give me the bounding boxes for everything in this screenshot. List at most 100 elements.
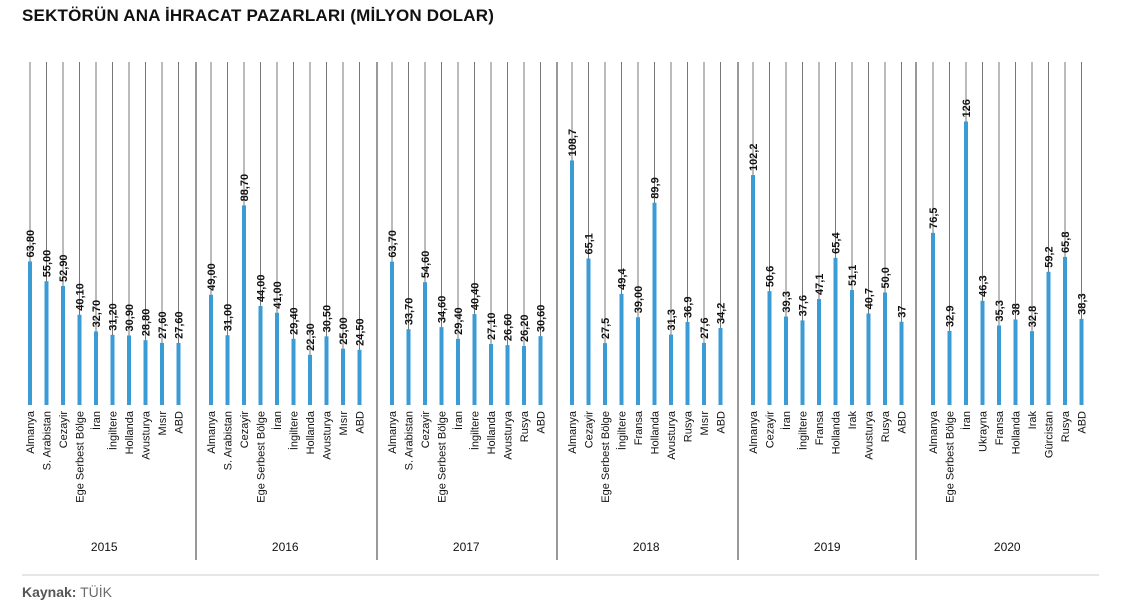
value-label-2018-ege-serbest-bolge: 27,5 [600, 318, 612, 339]
value-label-2015-hollanda: 30,90 [124, 304, 136, 332]
value-label-2017-ege-serbest-bolge: 34,60 [437, 296, 449, 324]
value-label-2016-avusturya: 30,50 [322, 305, 334, 333]
value-label-2019-avusturya: 40,7 [864, 288, 876, 309]
category-label-2019-hollanda: Hollanda [831, 410, 843, 454]
bar-2019-ingiltere [800, 320, 805, 405]
category-label-2017-iran: İran [452, 411, 465, 430]
bar-2019-irak [850, 290, 854, 405]
bar-2019-rusya [883, 292, 887, 405]
value-label-2020-hollanda: 38 [1011, 303, 1023, 315]
bar-2017-cezayir [423, 282, 427, 405]
category-label-2015-avusturya: Avusturya [141, 410, 153, 460]
bar-2015-abd [176, 342, 181, 405]
category-label-2018-cezayir: Cezayir [584, 411, 596, 449]
category-label-2016-almanya: Almanya [206, 410, 218, 454]
year-label-2018: 2018 [633, 540, 660, 554]
category-label-2017-almanya: Almanya [387, 410, 399, 454]
category-label-2018-abd: ABD [716, 411, 728, 434]
bar-2017-rusya [522, 346, 526, 405]
bar-2018-m-s-r [702, 342, 706, 405]
chart-title: SEKTÖRÜN ANA İHRACAT PAZARLARI (MİLYON D… [22, 6, 495, 25]
bar-2015-s-arabistan [44, 281, 49, 405]
value-label-2019-cezayir: 50,6 [765, 266, 777, 287]
bar-2016-ege-serbest-bolge [258, 306, 263, 405]
bar-2018-ingiltere [619, 293, 624, 405]
bar-2020-irak [1030, 331, 1034, 405]
bar-2017-s-arabistan [406, 329, 411, 405]
bar-2015-cezayir [61, 285, 65, 405]
category-label-2020-iran: İran [960, 411, 973, 430]
value-label-2020-fransa: 35,3 [994, 300, 1006, 321]
value-label-2017-abd: 30,60 [536, 305, 548, 333]
bar-2016-hollanda [308, 354, 312, 405]
bar-2019-iran [784, 316, 788, 405]
value-label-2015-iran: 32,70 [91, 300, 103, 328]
category-label-2015-cezayir: Cezayir [58, 411, 70, 449]
category-label-2017-s-arabistan: S. Arabistan [404, 411, 416, 470]
value-label-2018-ingiltere: 49,4 [617, 268, 629, 290]
value-label-2018-avusturya: 31,3 [666, 309, 678, 330]
category-label-2019-avusturya: Avusturya [864, 410, 876, 460]
value-label-2019-almanya: 102,2 [748, 144, 760, 172]
value-label-2017-hollanda: 27,10 [486, 312, 498, 340]
bar-2020-abd [1079, 318, 1084, 405]
category-label-2019-rusya: Rusya [880, 410, 892, 442]
category-label-2018-almanya: Almanya [567, 410, 579, 454]
category-label-2018-ege-serbest-bolge: Ege Serbest Bölge [600, 411, 612, 503]
category-label-2020-gurcistan: Gürcistan [1044, 411, 1056, 458]
value-label-2018-almanya: 108,7 [567, 129, 579, 157]
bar-2016-ingiltere [291, 338, 296, 405]
bar-2019-abd [899, 321, 904, 405]
bar-2017-hollanda [489, 344, 493, 405]
source-label: Kaynak: [22, 584, 77, 600]
bar-2018-abd [718, 328, 723, 405]
bar-2015-ingiltere [110, 334, 115, 405]
category-label-2020-hollanda: Hollanda [1011, 410, 1023, 454]
value-label-2017-avusturya: 26,60 [503, 314, 515, 342]
bar-2019-cezayir [767, 291, 772, 405]
bar-2016-almanya [209, 294, 213, 405]
category-label-2020-abd: ABD [1077, 411, 1089, 434]
category-label-2017-cezayir: Cezayir [420, 411, 432, 449]
value-label-2019-fransa: 47,1 [814, 274, 826, 295]
year-label-2019: 2019 [814, 540, 841, 554]
category-label-2020-irak: Irak [1027, 411, 1039, 430]
category-label-2015-iran: İran [90, 411, 103, 430]
category-label-2020-ege-serbest-bolge: Ege Serbest Bölge [945, 411, 957, 503]
value-label-2019-rusya: 50,0 [880, 267, 892, 288]
value-label-2015-avusturya: 28,80 [141, 309, 153, 337]
value-label-2017-rusya: 26,20 [519, 315, 531, 343]
bar-2017-abd [538, 336, 543, 405]
year-label-2015: 2015 [91, 540, 118, 554]
category-label-2017-avusturya: Avusturya [503, 410, 515, 460]
bar-2019-fransa [817, 299, 821, 405]
value-label-2020-ukrayna: 46,3 [978, 275, 990, 296]
value-label-2019-ingiltere: 37,6 [798, 295, 810, 316]
bar-2015-almanya [28, 261, 32, 405]
value-label-2016-almanya: 49,00 [206, 263, 218, 291]
bar-2015-ege-serbest-bolge [77, 314, 82, 405]
category-label-2015-ingiltere: İngiltere [107, 411, 120, 450]
category-label-2016-ege-serbest-bolge: Ege Serbest Bölge [256, 411, 268, 503]
bar-2017-ingiltere [472, 314, 477, 405]
bar-2020-hollanda [1013, 319, 1018, 405]
year-label-2020: 2020 [994, 540, 1021, 554]
bar-2017-iran [456, 338, 460, 405]
value-label-2019-irak: 51,1 [847, 265, 859, 286]
category-label-2019-fransa: Fransa [814, 410, 826, 445]
category-label-2018-rusya: Rusya [683, 410, 695, 442]
category-label-2019-irak: Irak [847, 411, 859, 430]
bar-2018-hollanda [652, 202, 657, 405]
bar-2018-almanya [570, 160, 574, 405]
category-label-2019-almanya: Almanya [748, 410, 760, 454]
bar-2016-s-arabistan [225, 335, 230, 405]
bar-2018-fransa [636, 317, 640, 405]
category-label-2018-m-s-r: Mısır [699, 411, 711, 436]
value-label-2018-abd: 34,2 [716, 303, 728, 324]
bar-2019-hollanda [833, 257, 838, 405]
bar-2019-avusturya [866, 313, 871, 405]
category-label-2018-fransa: Fransa [633, 410, 645, 445]
category-label-2016-m-s-r: Mısır [338, 411, 350, 436]
category-label-2015-ege-serbest-bolge: Ege Serbest Bölge [75, 411, 87, 503]
bar-2020-rusya [1063, 256, 1067, 405]
